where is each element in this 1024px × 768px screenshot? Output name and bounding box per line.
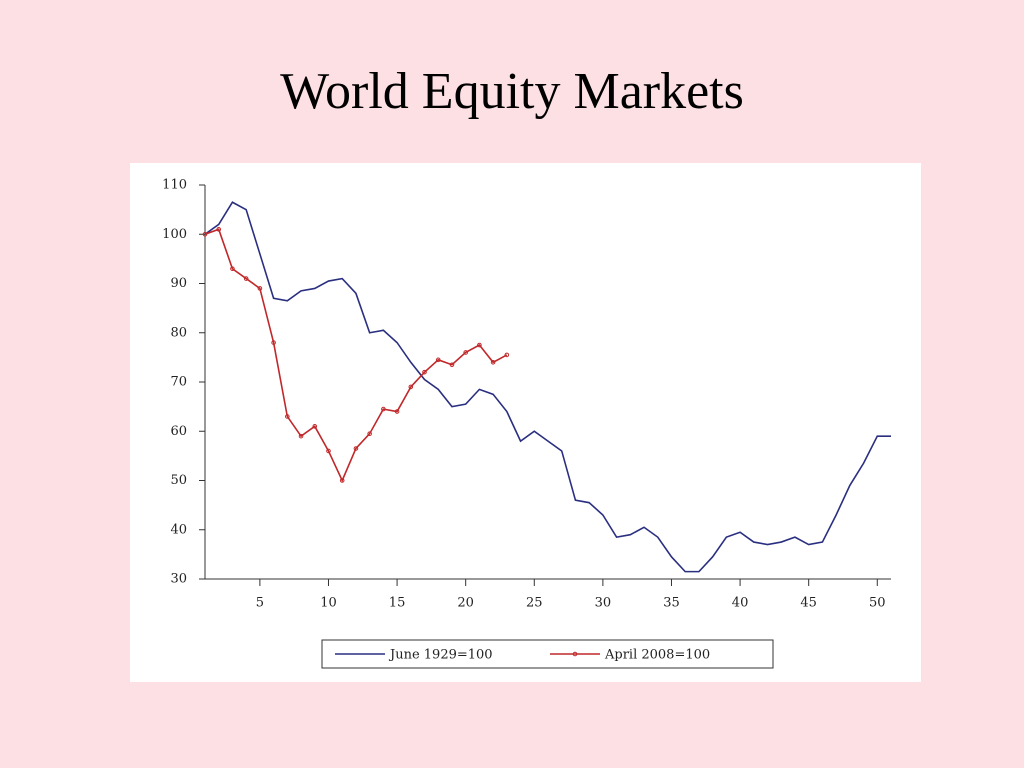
point-marker: [339, 478, 345, 483]
point-marker: [257, 286, 263, 291]
y-tick-label: 40: [170, 522, 187, 537]
point-marker: [243, 276, 249, 281]
point-marker: [463, 350, 468, 355]
point-marker: [216, 227, 222, 232]
x-tick-label: 10: [320, 596, 337, 611]
point-marker: [422, 369, 427, 375]
point-marker: [381, 406, 386, 412]
point-marker: [449, 362, 455, 368]
point-marker: [353, 446, 359, 451]
point-marker: [271, 340, 276, 345]
legend-label: April 2008=100: [604, 648, 710, 663]
chart-background: [130, 163, 921, 682]
x-tick-label: 35: [663, 596, 680, 611]
point-marker: [285, 414, 290, 419]
x-tick-label: 50: [869, 596, 886, 611]
legend-label: June 1929=100: [388, 648, 493, 663]
point-marker: [490, 360, 496, 365]
x-tick-label: 45: [800, 596, 817, 611]
point-marker: [504, 352, 510, 358]
x-tick-label: 25: [526, 596, 543, 611]
point-marker: [477, 342, 482, 348]
legend-box: [321, 639, 774, 669]
point-marker: [367, 431, 372, 437]
y-tick-label: 60: [170, 424, 187, 439]
y-tick-label: 80: [170, 325, 187, 340]
point-marker: [394, 409, 400, 414]
point-marker: [230, 266, 235, 272]
y-tick-label: 90: [170, 276, 187, 291]
point-marker: [408, 384, 414, 390]
point-marker: [298, 433, 304, 439]
point-marker: [312, 424, 318, 429]
point-marker: [435, 357, 441, 363]
slide-title: World Equity Markets: [280, 63, 744, 120]
x-tick-label: 20: [457, 596, 474, 611]
legend-marker: [572, 651, 578, 657]
x-tick-label: 40: [732, 596, 749, 611]
x-tick-label: 5: [256, 596, 264, 611]
y-tick-label: 110: [162, 178, 187, 193]
series-line: [204, 201, 891, 573]
y-tick-label: 100: [162, 227, 187, 242]
x-tick-label: 15: [389, 596, 406, 611]
y-tick-label: 50: [170, 473, 187, 488]
y-tick-label: 70: [170, 375, 187, 390]
point-marker: [202, 231, 208, 237]
y-tick-label: 30: [170, 572, 187, 587]
point-marker: [326, 448, 331, 454]
series-line: [204, 228, 508, 483]
x-tick-label: 30: [595, 596, 612, 611]
